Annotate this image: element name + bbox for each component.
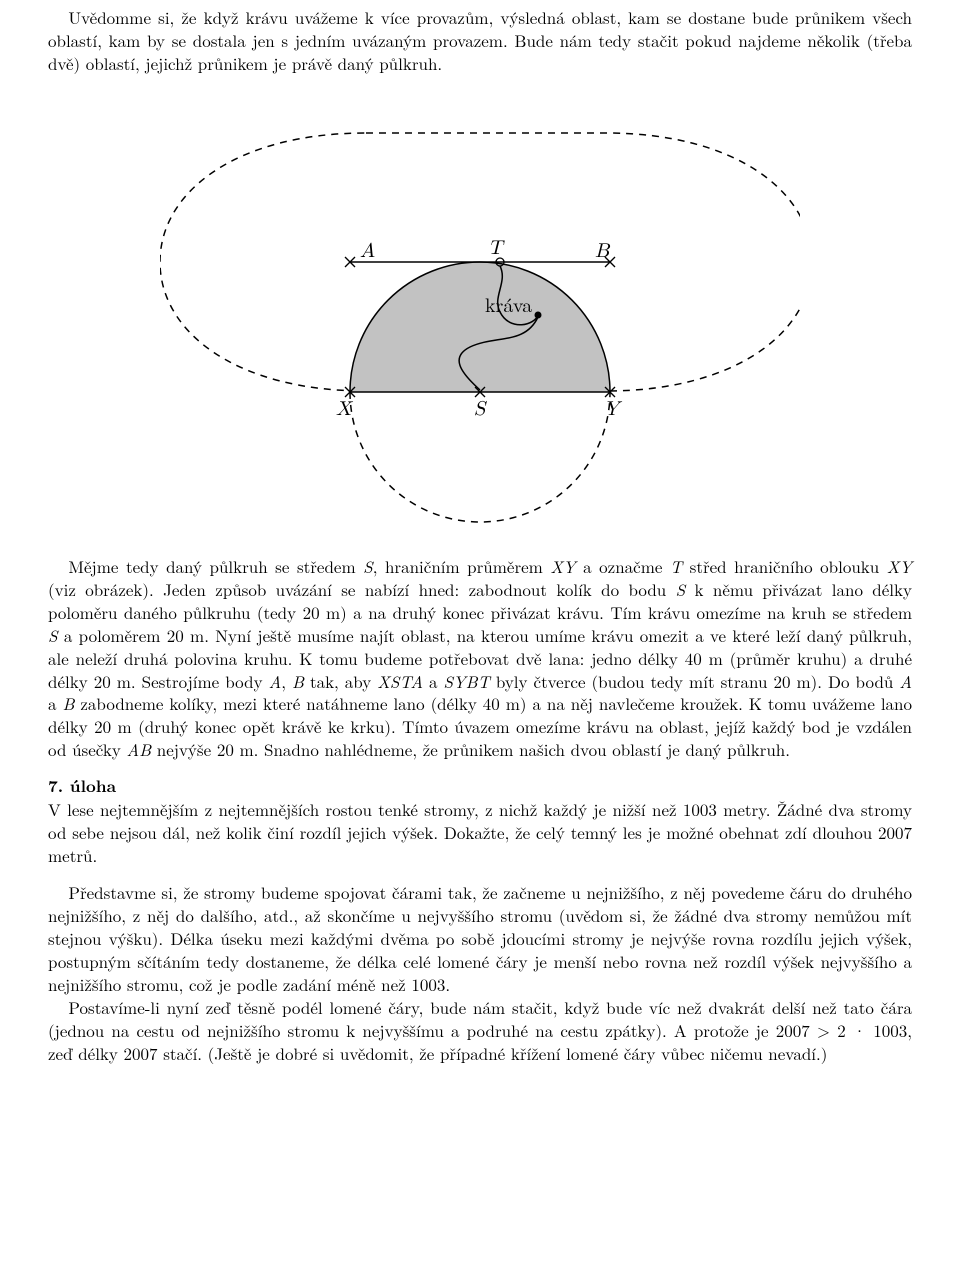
t: tak, aby <box>304 669 377 693</box>
sym: S <box>676 577 686 601</box>
label-krava: kráva <box>485 289 532 318</box>
t: a označme <box>576 554 670 578</box>
page: Uvědomme si, že když krávu uvážeme k víc… <box>0 0 960 1085</box>
cow-svg: A B T X S Y kráva <box>160 97 800 527</box>
label-t: T <box>488 238 505 258</box>
grey-semicircle <box>350 262 610 392</box>
sym: B <box>62 691 74 715</box>
sym: S <box>363 554 373 578</box>
sym: XY <box>887 554 912 578</box>
paragraph-4: Představme si, že stromy budeme spojovat… <box>48 881 912 996</box>
label-y: Y <box>604 399 623 419</box>
sym: B <box>292 669 304 693</box>
label-b: B <box>595 241 611 261</box>
paragraph-2: Mějme tedy daný půlkruh se středem S, hr… <box>48 555 912 761</box>
label-a: A <box>360 241 375 261</box>
t: , hraničním průměrem <box>373 554 551 578</box>
label-s: S <box>474 399 487 419</box>
sym: AB <box>126 737 151 761</box>
t: střed hraničního oblouku <box>682 554 887 578</box>
t: (viz obrázek). Jeden způsob uvázání se n… <box>48 577 676 601</box>
sym: XSTA <box>377 669 423 693</box>
t: byly čtverce (budou tedy mít stranu 20 m… <box>490 669 900 693</box>
heading-7: 7. úloha <box>48 775 912 798</box>
sym: T <box>670 554 682 578</box>
t: a <box>48 691 62 715</box>
cow-dot <box>535 311 542 318</box>
paragraph-3: V lese nejtemnějším z nejtemnějších rost… <box>48 798 912 867</box>
t: Mějme tedy daný půlkruh se středem <box>68 554 363 578</box>
t: a <box>423 669 444 693</box>
t: , <box>281 669 292 693</box>
sym: SYBT <box>444 669 490 693</box>
cow-figure: A B T X S Y kráva <box>48 97 912 527</box>
paragraph-1: Uvědomme si, že když krávu uvážeme k víc… <box>48 6 912 75</box>
t: nejvýše 20 m. Snadno nahlédneme, že průn… <box>151 737 790 761</box>
sym: A <box>269 669 282 693</box>
sym: XY <box>550 554 575 578</box>
sym: S <box>48 623 58 647</box>
paragraph-5: Postavíme-li nyní zeď těsně podél lomené… <box>48 996 912 1065</box>
sym: A <box>899 669 912 693</box>
